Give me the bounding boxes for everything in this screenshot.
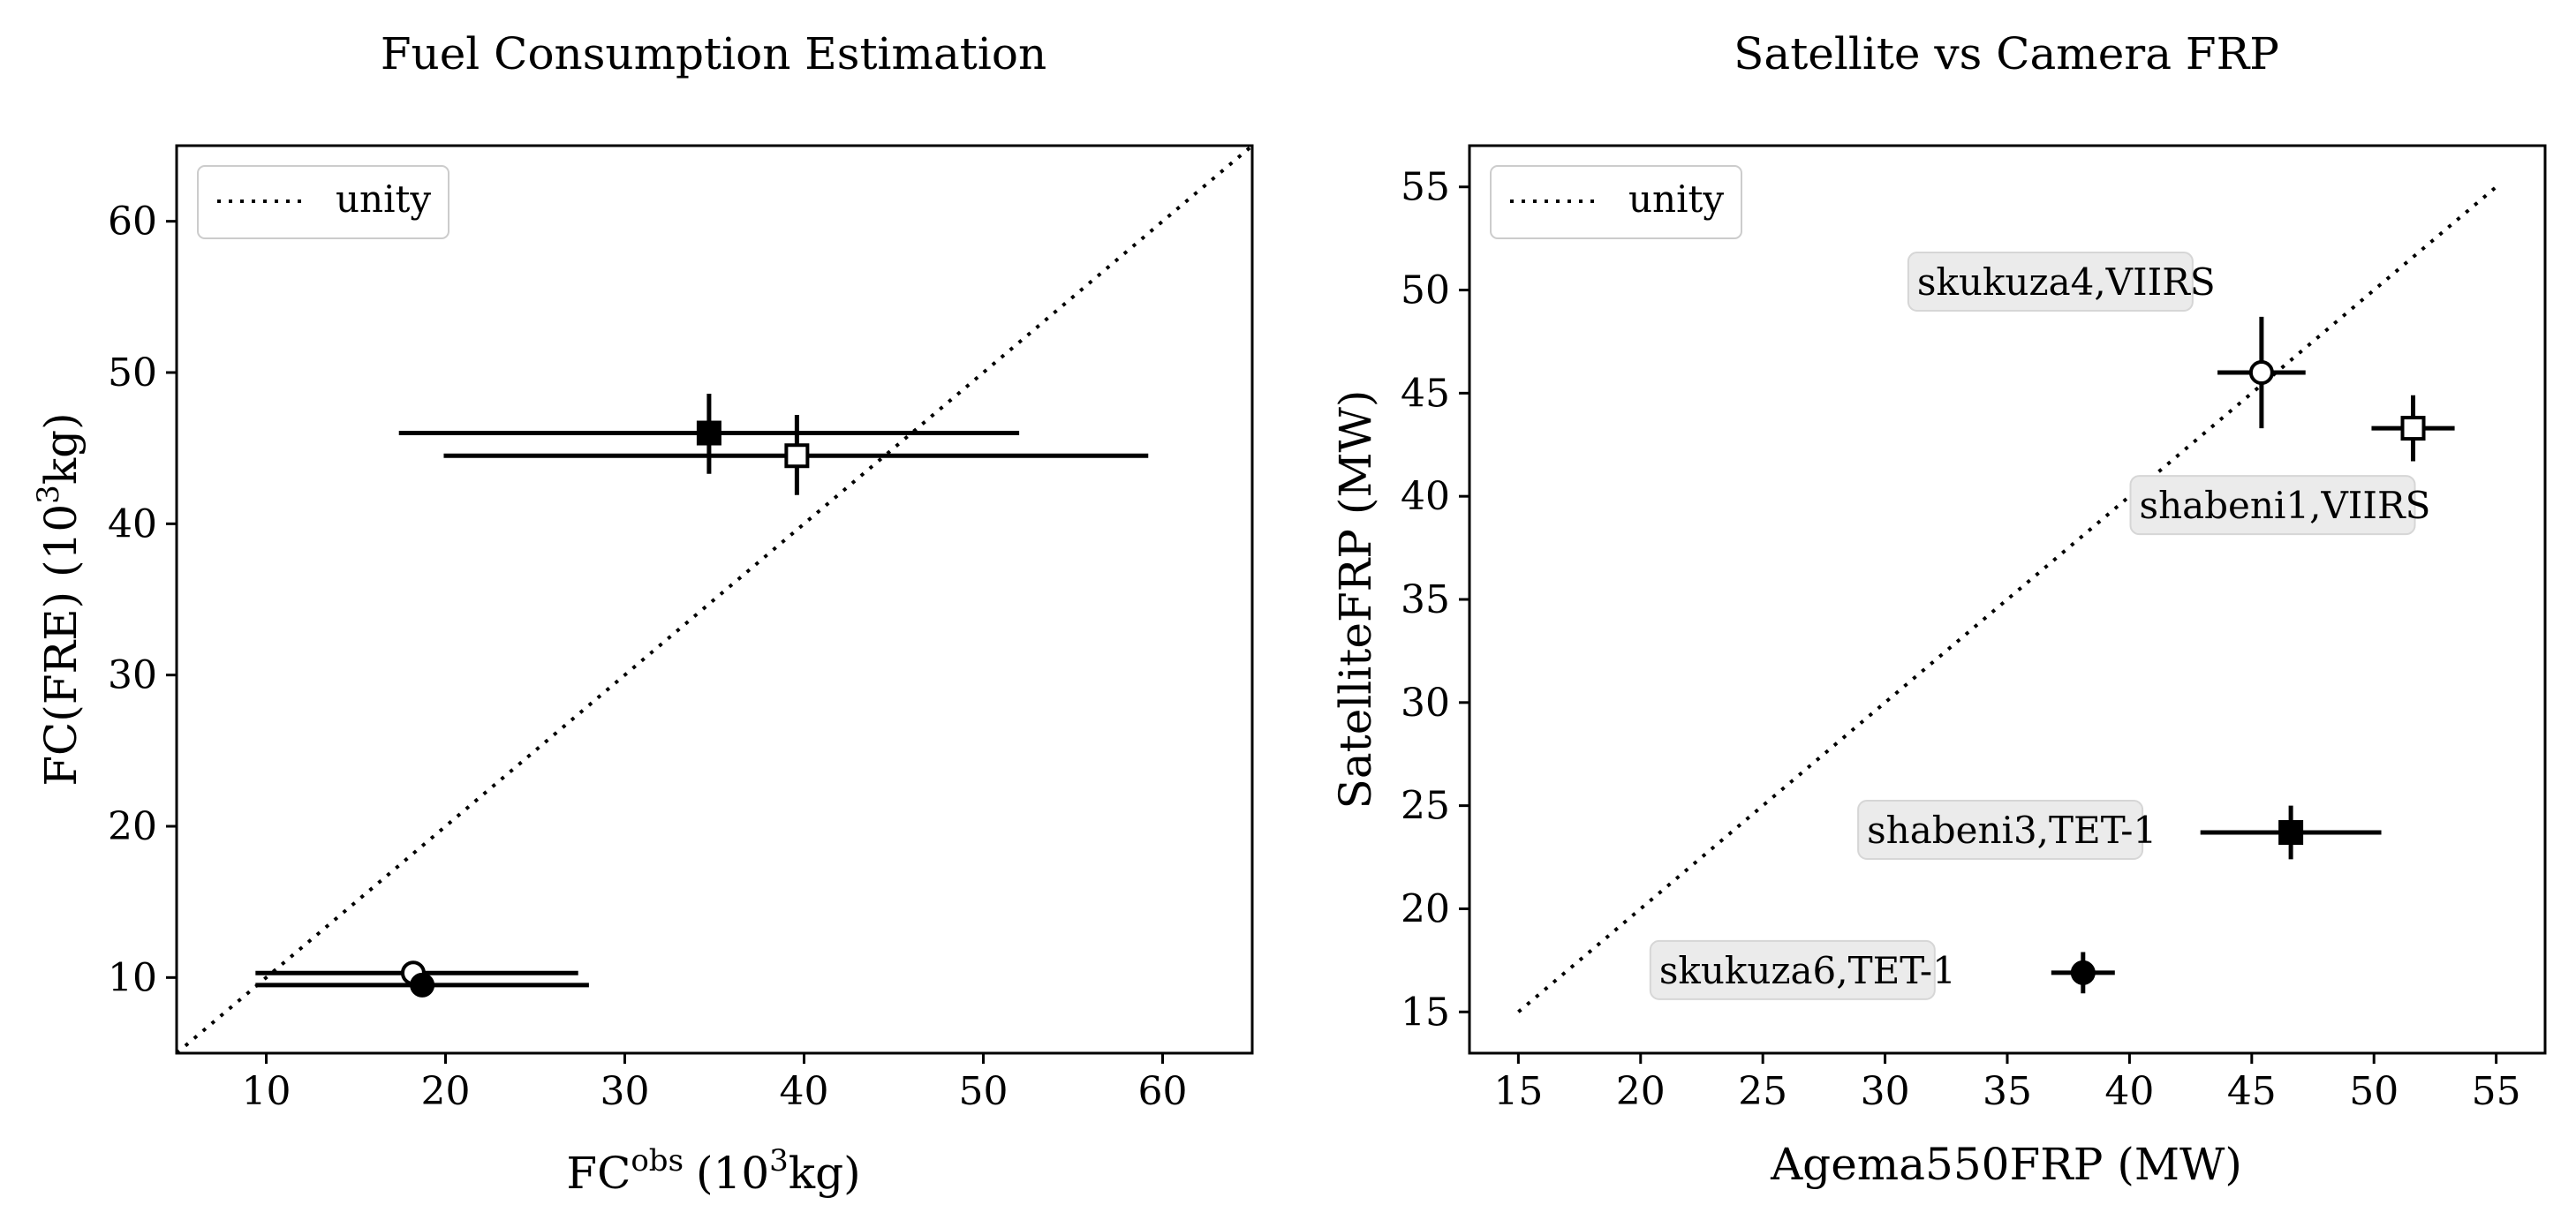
data-point [410, 972, 435, 998]
y-tick-label: 55 [1401, 165, 1450, 210]
legend-box [1490, 165, 1742, 239]
legend: unity [1490, 165, 1742, 239]
y-tick-label: 40 [108, 501, 157, 546]
legend-box [197, 165, 449, 239]
legend: unity [197, 165, 449, 239]
legend-label: unity [336, 177, 431, 221]
y-tick-label: 45 [1401, 371, 1450, 416]
x-tick-label: 35 [1983, 1069, 2032, 1114]
y-tick-label: 35 [1401, 577, 1450, 622]
data-point [2278, 820, 2304, 846]
plot-area: 10 20 30 40 50 60 10 20 30 40 50 60 [108, 144, 1254, 1114]
data-point [2248, 360, 2274, 385]
data-point [784, 443, 810, 469]
plot-area: 15 20 25 30 35 40 45 50 55 15 20 25 30 35 40 45 50 55 skuk… [1401, 165, 2521, 1114]
annotation-box [2129, 475, 2416, 536]
plot-frame [1468, 144, 2547, 1055]
x-tick-label: 30 [601, 1069, 650, 1114]
y-tick-label: 25 [1401, 784, 1450, 829]
x-tick-label: 40 [780, 1069, 829, 1114]
y-tick-label: 50 [108, 350, 157, 395]
y-tick-label: 15 [1401, 990, 1450, 1035]
satellite-vs-camera-panel: Satellite vs Camera FRP 15 20 25 30 35 40 45 50… [1330, 28, 2547, 1190]
x-axis-label: FCobs (103kg) [566, 1143, 860, 1199]
x-tick-label: 30 [1861, 1069, 1910, 1114]
y-tick-label: 60 [108, 200, 157, 245]
x-tick-label: 10 [242, 1069, 291, 1114]
annotation-label: skukuza6,TET-1 [1659, 949, 1956, 992]
chart-title: Satellite vs Camera FRP [1734, 28, 2279, 79]
annotation-label: shabeni1,VIIRS [2140, 484, 2431, 527]
x-tick-label: 25 [1738, 1069, 1787, 1114]
y-tick-label: 30 [1401, 681, 1450, 726]
x-tick-label: 50 [959, 1069, 1008, 1114]
x-tick-label: 20 [421, 1069, 471, 1114]
legend-label: unity [1628, 177, 1724, 221]
x-tick-label: 50 [2349, 1069, 2398, 1114]
x-tick-label: 60 [1138, 1069, 1188, 1114]
plot-frame [175, 144, 1254, 1055]
x-tick-label: 15 [1493, 1069, 1543, 1114]
annotation-box [1907, 252, 2194, 312]
y-tick-label: 20 [1401, 886, 1450, 931]
chart-title: Fuel Consumption Estimation [381, 28, 1046, 79]
y-axis-label: SatelliteFRP (MW) [1330, 390, 1381, 810]
x-tick-label: 55 [2472, 1069, 2521, 1114]
data-point [2400, 416, 2426, 441]
y-tick-label: 10 [108, 955, 157, 1000]
annotation-label: shabeni3,TET-1 [1867, 809, 2157, 852]
data-point [2070, 960, 2096, 985]
y-tick-label: 20 [108, 804, 157, 849]
annotation-box [1857, 800, 2144, 861]
annotation-box [1649, 939, 1936, 1000]
x-tick-label: 20 [1616, 1069, 1666, 1114]
unity-line [175, 144, 1254, 1055]
x-tick-label: 40 [2104, 1069, 2154, 1114]
y-tick-label: 30 [108, 653, 157, 698]
data-point [696, 420, 721, 446]
y-tick-label: 50 [1401, 268, 1450, 313]
y-axis-label: FC(FRE) (103kg) [31, 412, 87, 786]
fuel-consumption-panel: Fuel Consumption Estimation 10 20 30 40 50 60… [31, 28, 1254, 1199]
x-tick-label: 45 [2227, 1069, 2277, 1114]
y-tick-label: 40 [1401, 474, 1450, 519]
annotation-label: skukuza4,VIIRS [1917, 260, 2216, 304]
x-axis-label: Agema550FRP (MW) [1770, 1139, 2242, 1190]
